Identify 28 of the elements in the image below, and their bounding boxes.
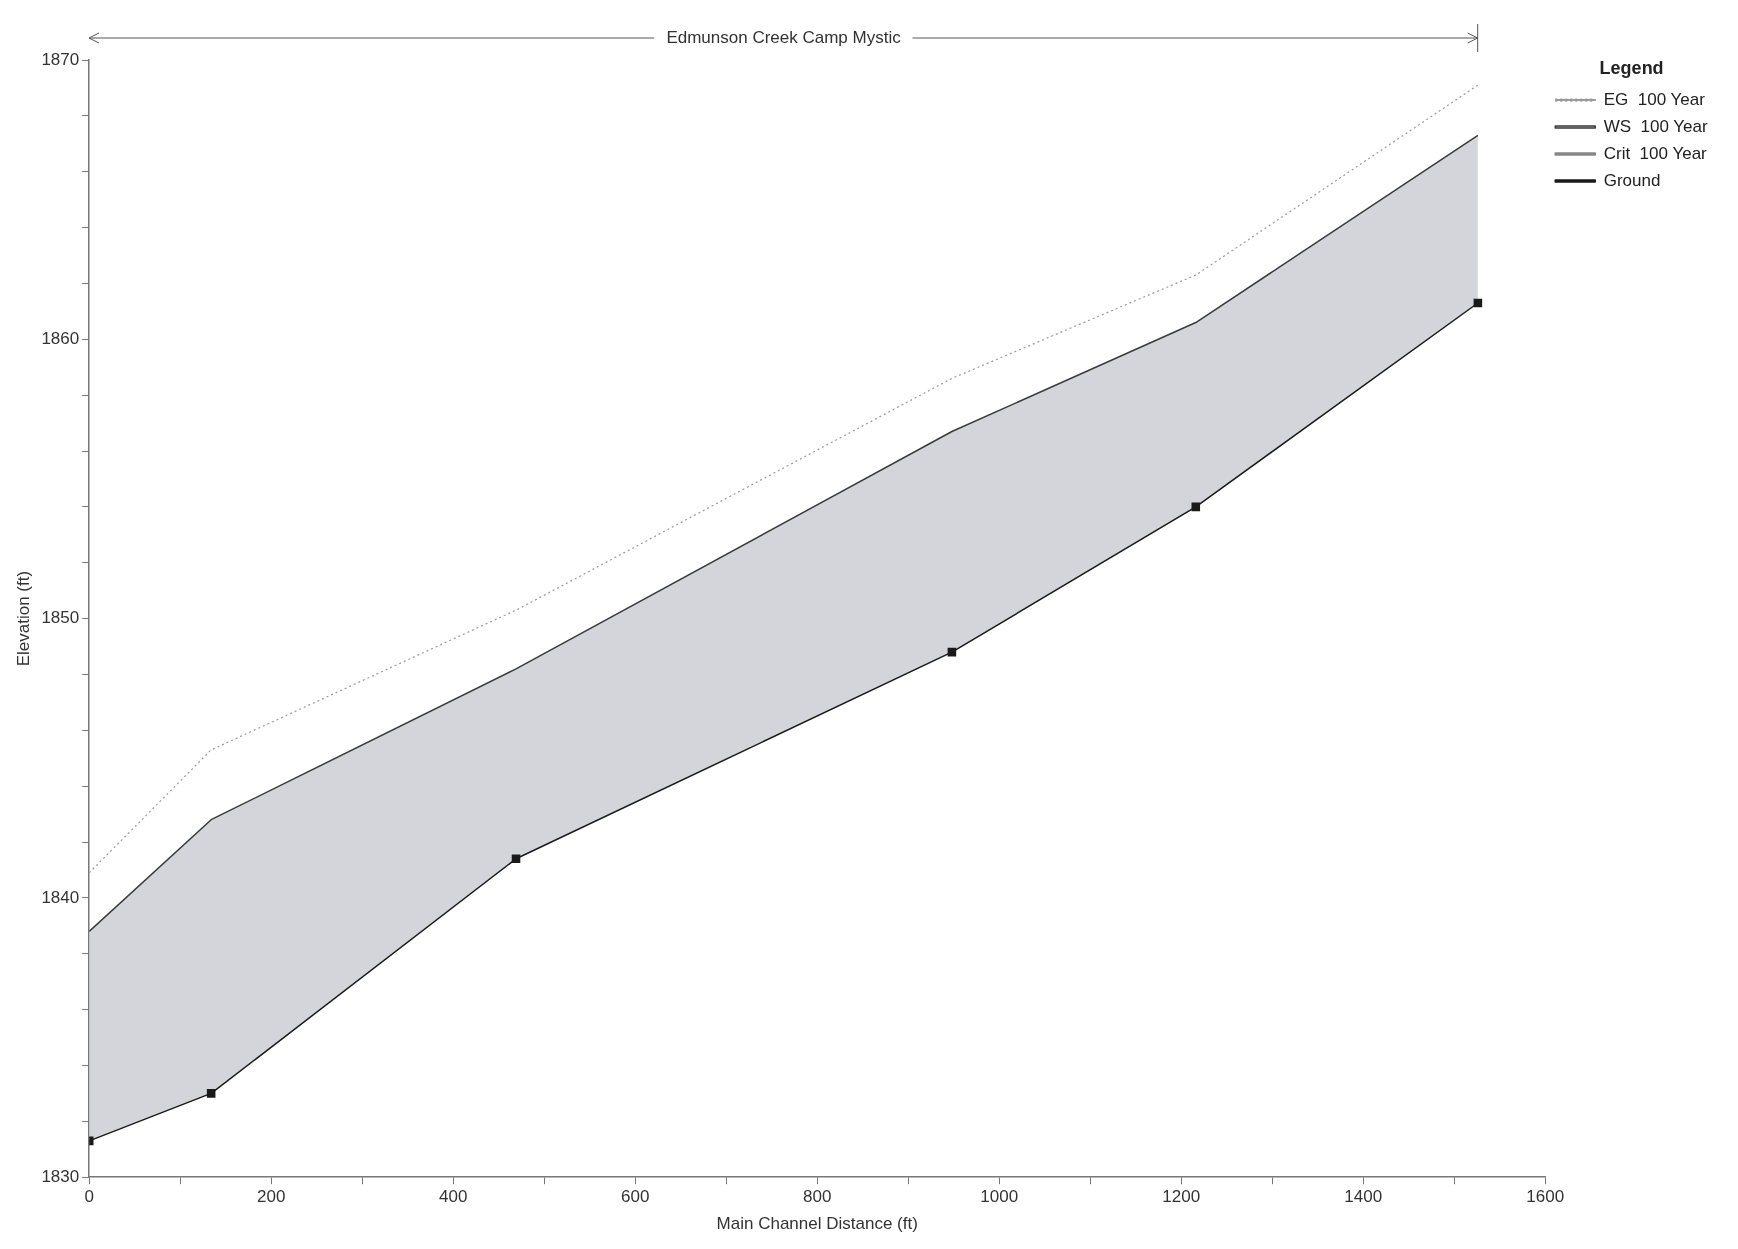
- point: [1191, 502, 1201, 512]
- point: [1473, 298, 1483, 308]
- x-tick-label: 1000: [980, 1187, 1019, 1207]
- x-tick-label: 1200: [1162, 1187, 1201, 1207]
- y-tick-label: 1840: [41, 887, 80, 907]
- y-tick-label: 1830: [41, 1166, 80, 1186]
- x-tick-label: 1400: [1344, 1187, 1383, 1207]
- y-axis-title: Elevation (ft): [13, 570, 33, 667]
- x-axis-title: Main Channel Distance (ft): [716, 1214, 918, 1234]
- y-tick-label: 1870: [41, 49, 80, 69]
- x-tick-label: 800: [803, 1187, 832, 1207]
- legend-label: EG 100 Year: [1603, 89, 1706, 109]
- point: [511, 854, 521, 864]
- point: [206, 1089, 216, 1098]
- x-tick-label: 600: [621, 1187, 650, 1207]
- point: [947, 647, 957, 657]
- x-tick-label: 0: [84, 1187, 94, 1207]
- x-tick-label: 1600: [1526, 1187, 1565, 1207]
- line-series: [89, 84, 1479, 874]
- x-tick-label: 400: [439, 1187, 468, 1207]
- legend-title: Legend: [1599, 57, 1664, 78]
- legend-label: Ground: [1603, 170, 1661, 190]
- y-tick-label: 1860: [41, 328, 80, 348]
- legend-label: Crit 100 Year: [1603, 143, 1708, 163]
- y-tick-label: 1850: [41, 608, 80, 628]
- legend-label: WS 100 Year: [1603, 116, 1709, 136]
- text: Edmunson Creek Camp Mystic: [666, 27, 902, 47]
- x-tick-label: 200: [257, 1187, 286, 1207]
